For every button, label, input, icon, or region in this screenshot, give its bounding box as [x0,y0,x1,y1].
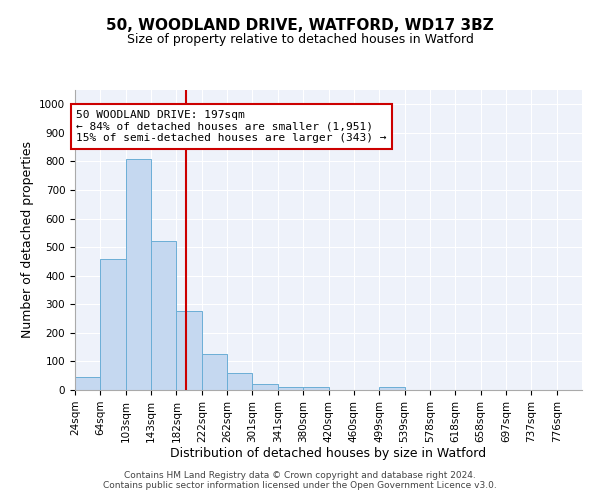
Bar [253,384,278,390]
Text: Size of property relative to detached houses in Watford: Size of property relative to detached ho… [127,32,473,46]
Bar [202,354,227,390]
Bar [75,376,100,390]
Bar [176,312,202,390]
Text: 50 WOODLAND DRIVE: 197sqm
← 84% of detached houses are smaller (1,951)
15% of se: 50 WOODLAND DRIVE: 197sqm ← 84% of detac… [76,110,387,143]
Bar [151,242,176,390]
Text: Contains HM Land Registry data © Crown copyright and database right 2024.
Contai: Contains HM Land Registry data © Crown c… [103,470,497,490]
Y-axis label: Number of detached properties: Number of detached properties [20,142,34,338]
Bar [278,386,303,390]
X-axis label: Distribution of detached houses by size in Watford: Distribution of detached houses by size … [170,448,487,460]
Bar [227,373,253,390]
Bar [379,387,404,390]
Bar [126,158,151,390]
Bar [303,387,329,390]
Text: 50, WOODLAND DRIVE, WATFORD, WD17 3BZ: 50, WOODLAND DRIVE, WATFORD, WD17 3BZ [106,18,494,32]
Bar [100,258,126,390]
